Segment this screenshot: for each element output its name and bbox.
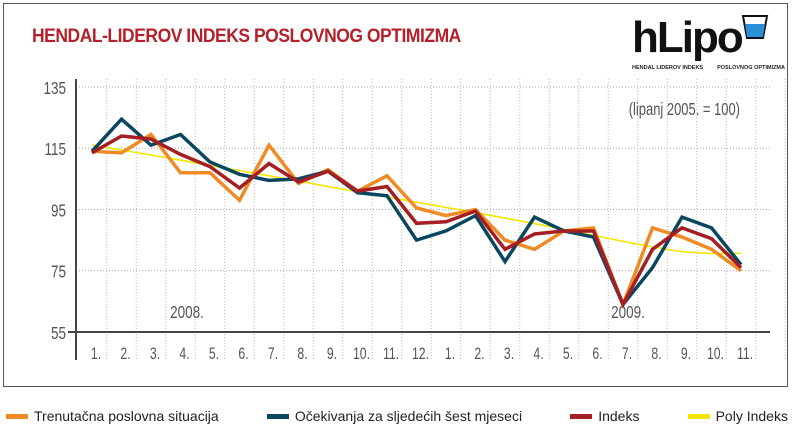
legend-label: Trenutačna poslovna situacija	[34, 408, 219, 424]
y-tick-label: 135	[44, 79, 67, 98]
x-tick-label: 9.	[327, 345, 337, 363]
x-tick-label: 8.	[651, 345, 661, 363]
hlipo-logo: hLipo HENDAL LIDEROV INDEKS POSLOVNOG OPT…	[632, 12, 788, 76]
chart-frame	[3, 3, 788, 387]
x-tick-label: 9.	[681, 345, 691, 363]
x-tick-label: 1.	[445, 345, 455, 363]
x-tick-label: 2.	[120, 345, 130, 363]
y-tick-label: 115	[44, 141, 66, 160]
x-tick-label: 3.	[504, 345, 514, 363]
x-tick-label: 5.	[563, 345, 573, 363]
legend-swatch	[570, 413, 593, 419]
y-tick-label: 95	[51, 202, 66, 221]
x-tick-label: 3.	[150, 345, 160, 363]
legend-swatch	[266, 413, 289, 419]
legend-item: Očekivanja za sljedećih šest mjeseci	[266, 407, 523, 425]
y-tick-label: 55	[51, 324, 66, 343]
x-tick-label: 11.	[383, 345, 399, 363]
year-label: 2008.	[170, 303, 204, 322]
x-tick-label: 6.	[592, 345, 602, 363]
legend-label: Očekivanja za sljedećih šest mjeseci	[294, 408, 523, 424]
x-tick-label: 11.	[737, 345, 753, 363]
x-tick-label: 10.	[353, 345, 370, 363]
x-tick-label: 7.	[268, 345, 278, 363]
legend-label: Indeks	[598, 408, 640, 424]
logo-sub1: HENDAL LIDEROV INDEKS	[632, 65, 704, 71]
x-tick-label: 1.	[91, 345, 101, 363]
chart-title: HENDAL-LIDEROV INDEKS POSLOVNOG OPTIMIZM…	[32, 26, 461, 47]
legend-item: Indeks	[570, 407, 639, 425]
x-tick-label: 8.	[297, 345, 307, 363]
year-label: 2009.	[611, 303, 645, 322]
logo-text: hLipo	[632, 13, 744, 62]
x-tick-label: 7.	[622, 345, 632, 363]
x-tick-label: 10.	[707, 345, 724, 363]
glass-icon	[741, 15, 769, 39]
legend-swatch	[6, 413, 28, 419]
x-tick-label: 12.	[412, 345, 429, 363]
legend-item: Trenutačna poslovna situacija	[6, 407, 219, 425]
series-line-o-ekivanja-za-sljede-ih-est-mjeseci	[90, 116, 743, 308]
x-tick-label: 6.	[238, 345, 248, 363]
line-chart: 135 115 95 75 55 1. 2. 3. 4. 5. 6. 7. 8. 9. 10. 11. 12. 1…	[44, 79, 786, 364]
base-annotation: (lipanj 2005. = 100)	[629, 100, 740, 120]
legend-label: Poly Indeks	[715, 408, 788, 424]
y-tick-label: 75	[51, 263, 66, 282]
legend-swatch	[687, 413, 710, 419]
x-tick-label: 5.	[209, 345, 219, 363]
x-tick-label: 2.	[474, 345, 484, 363]
legend-item: Poly Indeks	[687, 407, 788, 425]
legend: Trenutačna poslovna situacija Očekivanja …	[6, 404, 788, 428]
x-tick-label: 4.	[179, 345, 189, 363]
logo-sub2: POSLOVNOG OPTIMIZMA	[717, 65, 785, 71]
x-tick-label: 4.	[533, 345, 543, 363]
